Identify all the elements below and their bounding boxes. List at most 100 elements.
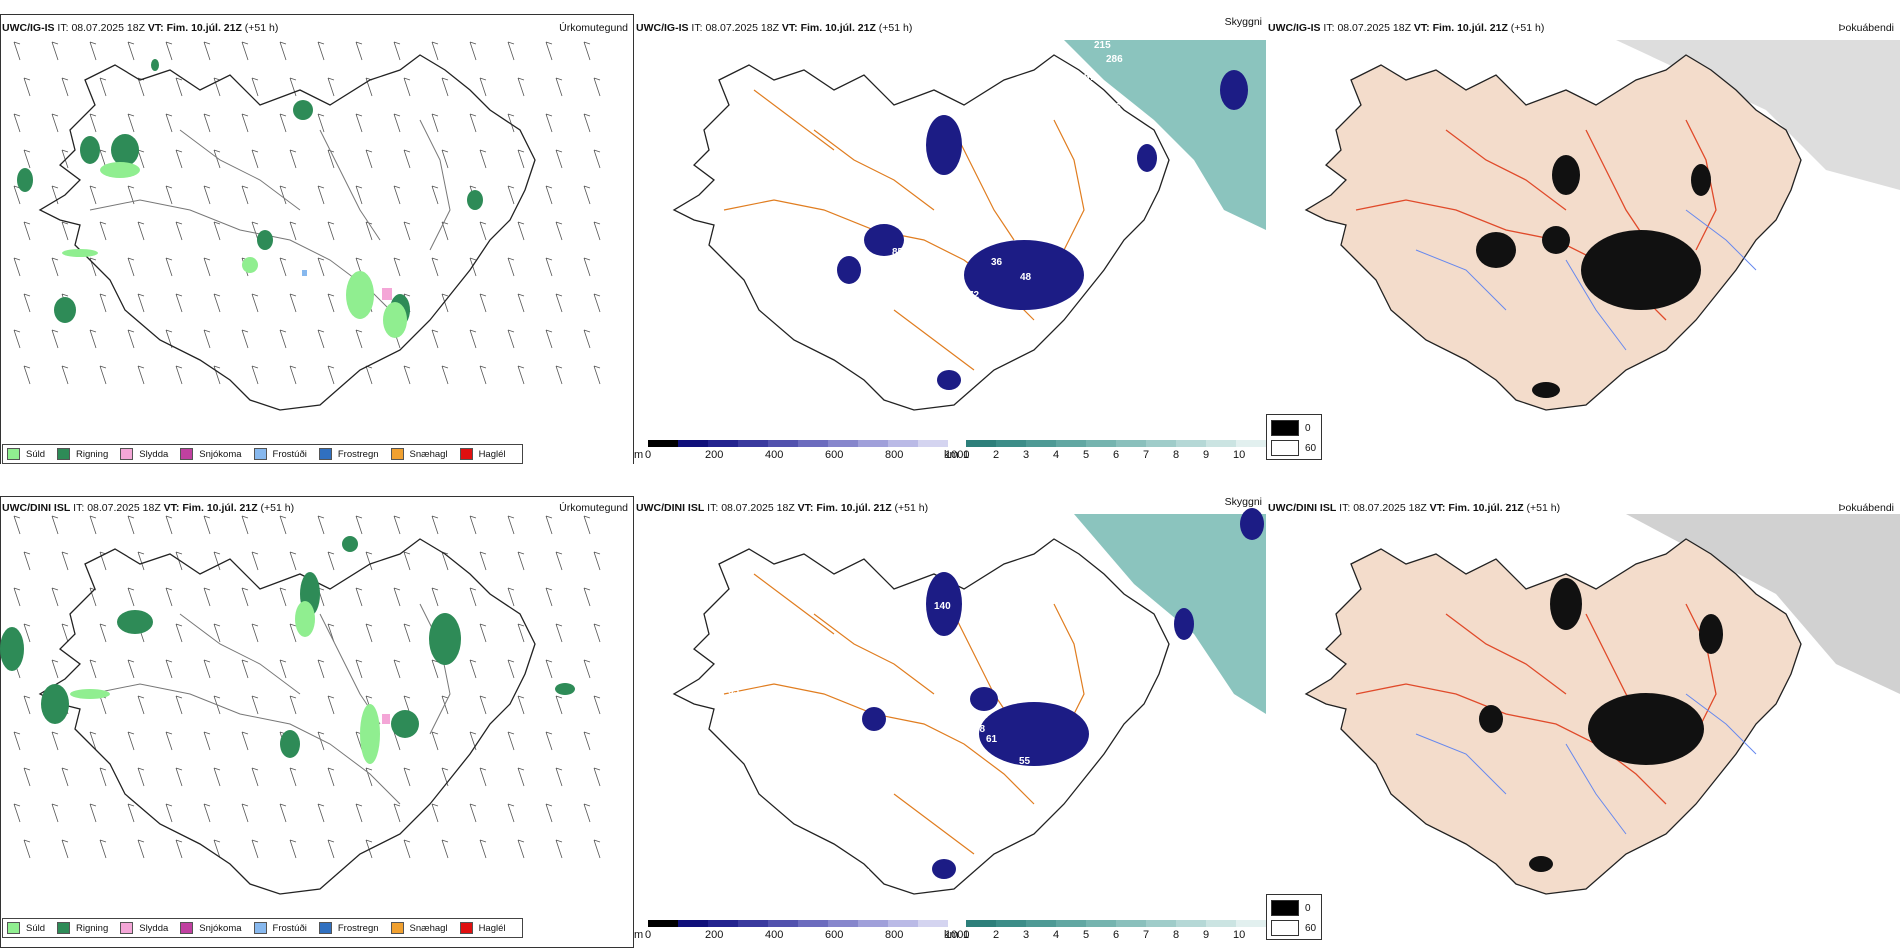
legend-item: Haglél	[459, 448, 506, 460]
it-label: IT:	[57, 22, 69, 34]
wind-barb	[479, 149, 487, 169]
wind-barb	[393, 185, 401, 205]
wind-barb	[469, 803, 477, 823]
colorbar-segment	[996, 440, 1027, 447]
wind-barb	[479, 365, 487, 385]
panel-header: UWC/DINI ISL IT: 08.07.2025 18Z VT: Fim.…	[636, 502, 928, 514]
wind-barb	[317, 257, 325, 277]
colorbar-tick: 800	[885, 929, 904, 941]
vt-value: Fim. 10.júl. 21Z	[1432, 22, 1508, 34]
it-value: 08.07.2025 18Z	[87, 502, 161, 514]
wind-barb	[99, 839, 107, 859]
colorbar-tick: 6	[1113, 929, 1120, 941]
wind-barb	[61, 551, 69, 571]
wind-barb	[403, 77, 411, 97]
lead-time: (+51 h)	[1526, 502, 1561, 514]
wind-barb	[137, 293, 145, 313]
vt-value: Fim. 10.júl. 21Z	[800, 22, 876, 34]
panel-header: UWC/DINI ISL IT: 08.07.2025 18Z VT: Fim.…	[2, 502, 294, 514]
wind-barb	[279, 257, 287, 277]
wind-barb	[99, 695, 107, 715]
wind-barb	[175, 839, 183, 859]
colorbar-segment	[1176, 440, 1207, 447]
wind-barb	[507, 257, 515, 277]
fog-legend-row: 60	[1271, 920, 1316, 936]
panel-header: UWC/IG-IS IT: 08.07.2025 18Z VT: Fim. 10…	[2, 22, 278, 34]
wind-barb	[555, 767, 563, 787]
wind-barb	[213, 365, 221, 385]
legend-label: Frostregn	[337, 922, 379, 934]
wind-barb	[355, 329, 363, 349]
precip-rain	[0, 536, 575, 758]
wind-barb	[137, 149, 145, 169]
it-label: IT:	[691, 22, 703, 34]
it-value: 08.07.2025 18Z	[1353, 502, 1427, 514]
visibility-value-label: 93	[924, 881, 936, 892]
colorbar-tick: 3	[1023, 929, 1030, 941]
lead-time: (+51 h)	[894, 502, 929, 514]
wind-barb	[403, 551, 411, 571]
wind-barb	[175, 551, 183, 571]
colorbar-tick: 7	[1143, 449, 1150, 461]
wind-barb	[507, 113, 515, 133]
visibility-colorbar: km 1 2 3 4 5 6 7 8 9 10	[944, 920, 1266, 944]
lead-time: (+51 h)	[244, 22, 279, 34]
wind-barb	[545, 185, 553, 205]
precip-map	[0, 515, 601, 895]
colorbar-segment	[798, 440, 829, 447]
wind-barb	[517, 365, 525, 385]
wind-barb	[327, 365, 335, 385]
colorbar-segment	[1236, 920, 1266, 927]
wind-barb	[165, 41, 173, 61]
colorbar-tick: 2	[993, 929, 1000, 941]
wind-barb	[203, 587, 211, 607]
wind-barb	[99, 77, 107, 97]
legend-item: Frostúði	[253, 922, 307, 934]
visibility-value-label: 31	[1066, 831, 1078, 842]
wind-barb	[23, 623, 31, 643]
wind-barb	[203, 113, 211, 133]
wind-barb	[583, 113, 591, 133]
colorbar-segment	[1116, 440, 1147, 447]
wind-barb	[469, 257, 477, 277]
legend-label: Haglél	[478, 448, 506, 460]
wind-barb	[593, 365, 601, 385]
lead-time: (+51 h)	[1510, 22, 1545, 34]
wind-barb	[545, 41, 553, 61]
legend-swatch	[253, 448, 267, 460]
colorbar-tick: 1	[963, 929, 970, 941]
wind-barb	[13, 803, 21, 823]
wind-barb	[137, 221, 145, 241]
vt-label: VT:	[163, 502, 180, 514]
visibility-value-label: 27	[1064, 614, 1076, 625]
wind-barb	[99, 365, 107, 385]
wind-barb	[279, 113, 287, 133]
colorbar-segment	[858, 440, 889, 447]
fog-panel-row2: UWC/DINI ISL IT: 08.07.2025 18Z VT: Fim.…	[1266, 494, 1900, 950]
legend-label: Haglél	[478, 922, 506, 934]
wind-barb	[431, 185, 439, 205]
wind-barb	[251, 767, 259, 787]
colorbar-tick: 7	[1143, 929, 1150, 941]
wind-barb	[241, 113, 249, 133]
wind-barb	[61, 221, 69, 241]
wind-barb	[137, 365, 145, 385]
wind-barb	[89, 731, 97, 751]
wind-barb	[127, 113, 135, 133]
colorbar-segment	[708, 440, 739, 447]
precip-sleet	[382, 288, 392, 300]
wind-barb	[403, 221, 411, 241]
wind-barb	[403, 623, 411, 643]
legend-swatch	[7, 448, 20, 460]
legend-label: Slydda	[139, 448, 169, 460]
colorbar-segment	[828, 440, 859, 447]
wind-barb	[593, 221, 601, 241]
wind-barb	[213, 293, 221, 313]
wind-barb	[583, 185, 591, 205]
model-name: UWC/DINI ISL	[2, 502, 71, 514]
fog-map	[1304, 40, 1900, 411]
colorbar-tick: 600	[825, 449, 844, 461]
wind-barb	[251, 839, 259, 859]
colorbar-segment	[888, 440, 919, 447]
